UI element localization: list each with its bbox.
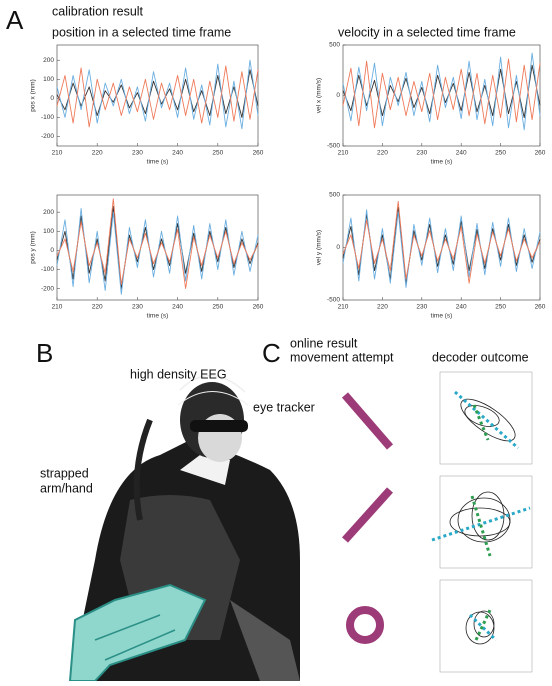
- movement-icons: [341, 392, 394, 644]
- y-axis-label: pos x (mm): [30, 79, 37, 112]
- y-tick-label: 100: [43, 76, 54, 83]
- data-line: [56, 59, 259, 130]
- x-tick-label: 250: [495, 150, 506, 157]
- panel-heading: online result: [290, 336, 358, 350]
- y-tick-label: 500: [329, 42, 340, 49]
- annotation: eye tracker: [253, 400, 315, 414]
- annotation: arm/hand: [40, 481, 93, 495]
- x-tick-label: 220: [377, 304, 388, 311]
- x-tick-label: 260: [535, 150, 546, 157]
- data-line: [342, 52, 541, 131]
- y-tick-label: 500: [329, 192, 340, 199]
- panel-heading: calibration result: [52, 4, 144, 18]
- panel-heading: movement attempt: [290, 350, 394, 364]
- y-tick-label: 0: [50, 247, 54, 254]
- x-tick-label: 210: [52, 304, 63, 311]
- x-tick-label: 240: [456, 304, 467, 311]
- annotation: strapped: [40, 466, 89, 480]
- plot-frame: [56, 44, 259, 147]
- x-tick-label: 210: [338, 304, 349, 311]
- y-axis-label: vel y (mm/s): [316, 230, 323, 265]
- photo: [68, 374, 300, 682]
- x-tick-label: 230: [132, 150, 143, 157]
- y-axis-label: pos y (mm): [30, 231, 37, 264]
- x-tick-label: 250: [212, 150, 223, 157]
- data-line: [342, 58, 541, 129]
- y-tick-label: 0: [336, 244, 340, 251]
- y-tick-label: -100: [41, 266, 54, 273]
- data-line: [56, 65, 259, 128]
- y-tick-label: 0: [50, 95, 54, 102]
- x-axis-label: time (s): [147, 313, 169, 320]
- data-line: [342, 207, 541, 284]
- chart-title: velocity in a selected time frame: [338, 25, 516, 39]
- decoder-plots: [431, 371, 533, 673]
- x-tick-label: 240: [456, 150, 467, 157]
- y-axis-label: vel x (mm/s): [316, 78, 323, 113]
- x-tick-label: 230: [132, 304, 143, 311]
- x-tick-label: 230: [416, 304, 427, 311]
- panel-label: B: [36, 338, 53, 368]
- x-tick-label: 260: [535, 304, 546, 311]
- panel-label: C: [262, 338, 281, 368]
- plot-frame: [342, 44, 541, 147]
- x-axis-label: time (s): [431, 159, 453, 166]
- y-tick-label: 100: [43, 228, 54, 235]
- y-tick-label: -500: [327, 297, 340, 304]
- plot-frame: [56, 194, 259, 301]
- y-tick-label: -200: [41, 285, 54, 292]
- y-tick-label: -200: [41, 133, 54, 140]
- x-tick-label: 260: [253, 304, 264, 311]
- data-line: [56, 206, 259, 289]
- x-tick-label: 250: [212, 304, 223, 311]
- data-line: [342, 200, 541, 284]
- x-tick-label: 210: [52, 150, 63, 157]
- x-tick-label: 260: [253, 150, 264, 157]
- x-tick-label: 240: [172, 304, 183, 311]
- y-tick-label: 0: [336, 92, 340, 99]
- column-title: decoder outcome: [432, 350, 529, 364]
- y-tick-label: 200: [43, 209, 54, 216]
- x-tick-label: 220: [92, 304, 103, 311]
- y-tick-label: -500: [327, 143, 340, 150]
- data-line: [56, 69, 259, 118]
- annotation: high density EEG: [130, 367, 227, 381]
- x-tick-label: 210: [338, 150, 349, 157]
- plot-frame: [342, 194, 541, 301]
- data-line: [56, 207, 259, 295]
- x-tick-label: 250: [495, 304, 506, 311]
- x-tick-label: 220: [377, 150, 388, 157]
- x-tick-label: 240: [172, 150, 183, 157]
- x-tick-label: 230: [416, 150, 427, 157]
- data-line: [56, 198, 259, 289]
- panel-label: A: [6, 5, 24, 35]
- data-line: [342, 64, 541, 119]
- y-tick-label: -100: [41, 114, 54, 121]
- data-line: [342, 209, 541, 288]
- x-tick-label: 220: [92, 150, 103, 157]
- x-axis-label: time (s): [431, 313, 453, 320]
- x-axis-label: time (s): [147, 159, 169, 166]
- y-tick-label: 200: [43, 57, 54, 64]
- chart-title: position in a selected time frame: [52, 25, 231, 39]
